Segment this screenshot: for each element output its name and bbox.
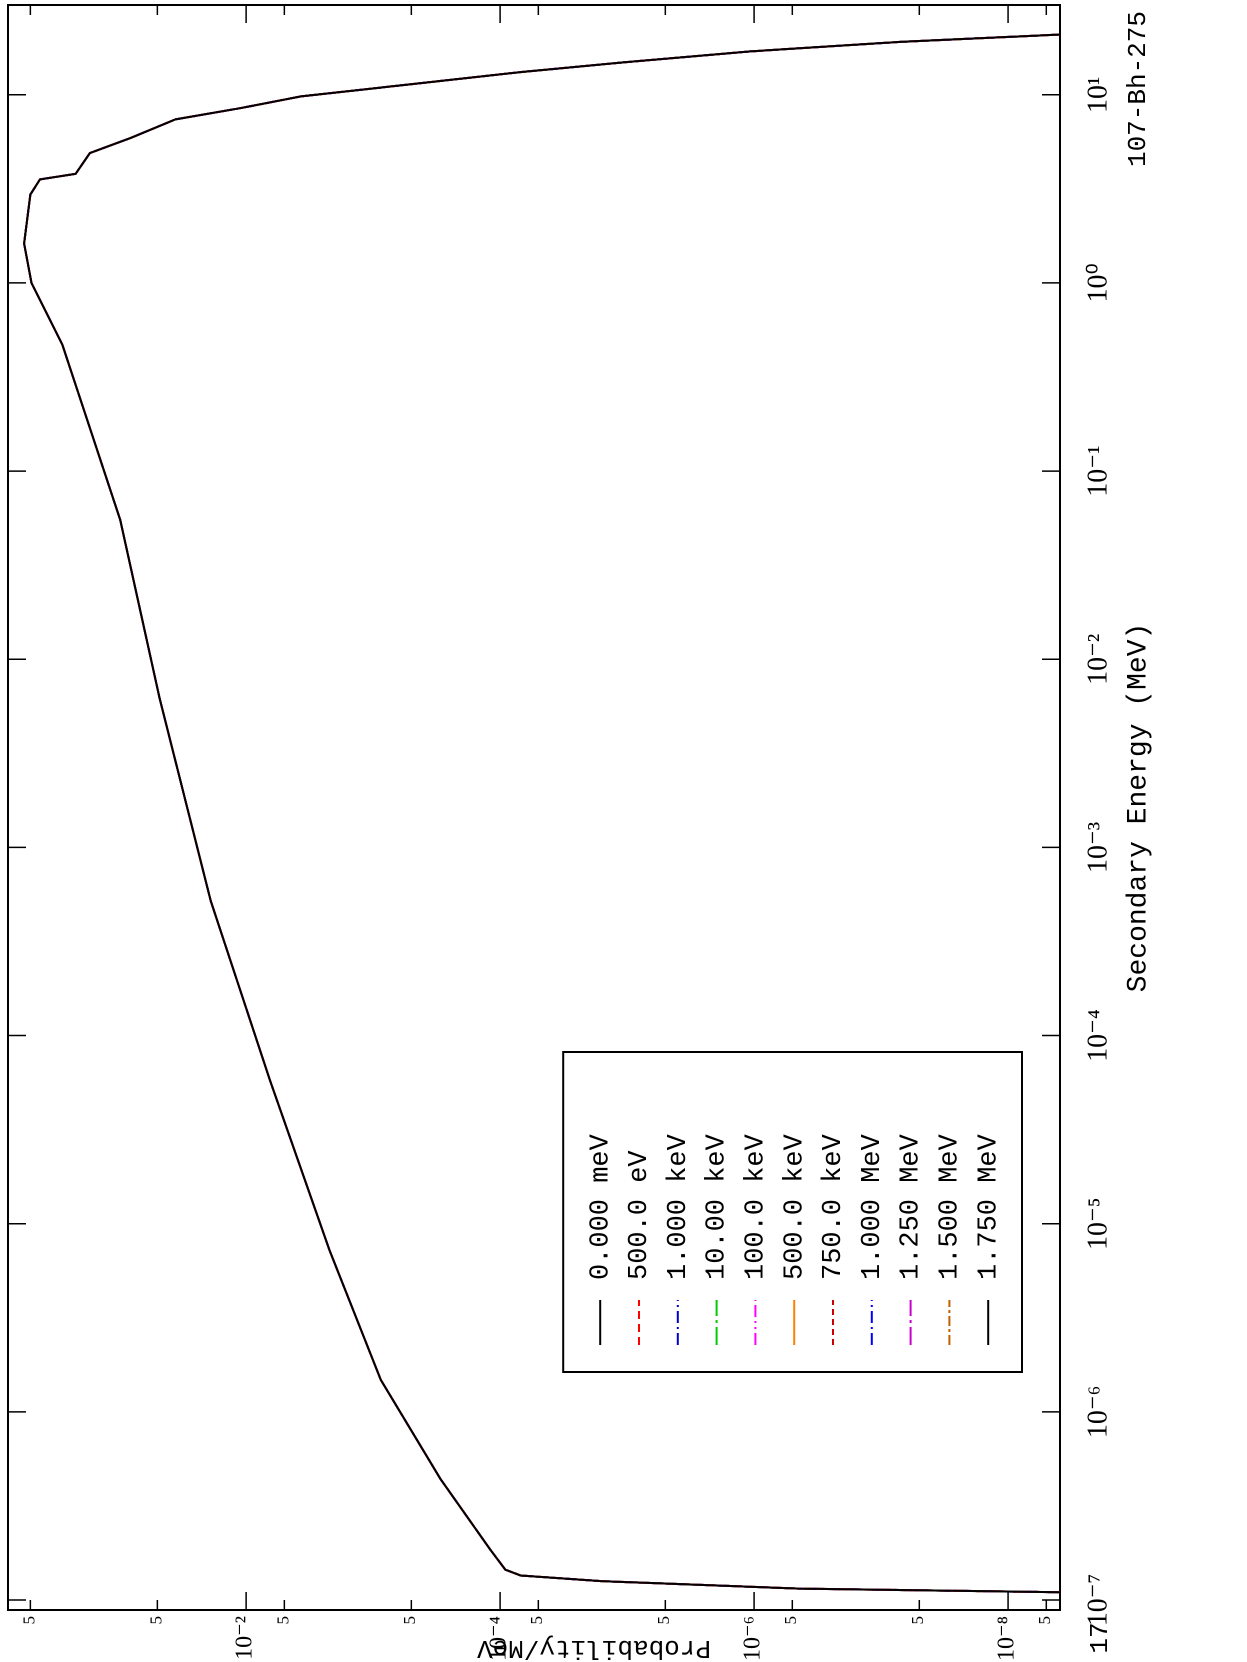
plot-frame [7, 4, 1061, 1611]
legend-label: 0.000 meV [586, 1133, 616, 1280]
x-tick-label: 10⁻⁷ [1082, 1574, 1113, 1627]
legend-label: 500.0 eV [625, 1150, 655, 1280]
y-tick-label: 5 [654, 1616, 673, 1625]
y-tick-label: 5 [273, 1616, 292, 1625]
y-tick-label: 5 [908, 1616, 927, 1625]
x-tick-label: 10⁻³ [1082, 822, 1113, 873]
y-tick-label: 5 [400, 1616, 419, 1625]
plot-group: 10⁻⁷ 10⁻⁶ 10⁻⁵ 10⁻⁴ 10⁻³ 10⁻² 10⁻¹ 10⁰ 10¹ 5 5 10⁻²… [7, 4, 1154, 1662]
legend-label: 100.0 keV [742, 1133, 772, 1280]
y-tick-label: 10⁻⁶ [740, 1616, 766, 1661]
x-tick-label: 10⁻⁶ [1082, 1386, 1113, 1439]
x-tick-label: 10⁰ [1082, 263, 1113, 302]
x-tick-label: 10⁻⁴ [1082, 1009, 1113, 1062]
legend-label: 750.0 keV [819, 1133, 849, 1280]
series-line [23, 33, 1060, 1594]
y-tick-label: 10⁻⁸ [994, 1616, 1020, 1661]
y-tick-label: 5 [19, 1616, 38, 1625]
y-tick-label: 5 [146, 1616, 165, 1625]
legend-label: 500.0 keV [780, 1133, 810, 1280]
legend-label: 1.250 MeV [897, 1133, 927, 1280]
y-tick-label: 10⁻⁴ [486, 1616, 512, 1661]
legend-box [562, 1051, 1023, 1373]
x-tick-label: 10⁻⁵ [1082, 1197, 1113, 1250]
legend: 0.000 meV 500.0 eV 1.000 keV 10.00 keV 100.0… [562, 1051, 1023, 1373]
x-tick-label: 10⁻¹ [1082, 445, 1113, 496]
x-tick-label: 10¹ [1082, 77, 1113, 113]
annotation: 107-Bh-275 [1123, 11, 1153, 167]
x-tick-label: 10⁻² [1082, 634, 1113, 685]
y-tick-label: 5 [781, 1616, 800, 1625]
annotation: 17 [1085, 1622, 1115, 1653]
y-tick-label: 5 [1035, 1616, 1054, 1625]
curves [23, 33, 1060, 1594]
y-tick-label: 5 [527, 1616, 546, 1625]
legend-label: 1.750 MeV [974, 1133, 1004, 1280]
legend-label: 10.00 keV [703, 1133, 733, 1280]
y-axis-label: Probability/MeV [477, 1633, 711, 1662]
legend-label: 1.000 keV [664, 1133, 694, 1280]
legend-label: 1.500 MeV [936, 1133, 966, 1280]
x-axis-label: Secondary Energy (MeV) [1123, 623, 1154, 993]
y-tick-label: 10⁻² [232, 1616, 258, 1660]
legend-label: 1.000 MeV [858, 1133, 888, 1280]
